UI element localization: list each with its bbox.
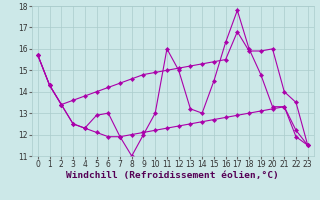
X-axis label: Windchill (Refroidissement éolien,°C): Windchill (Refroidissement éolien,°C): [67, 171, 279, 180]
